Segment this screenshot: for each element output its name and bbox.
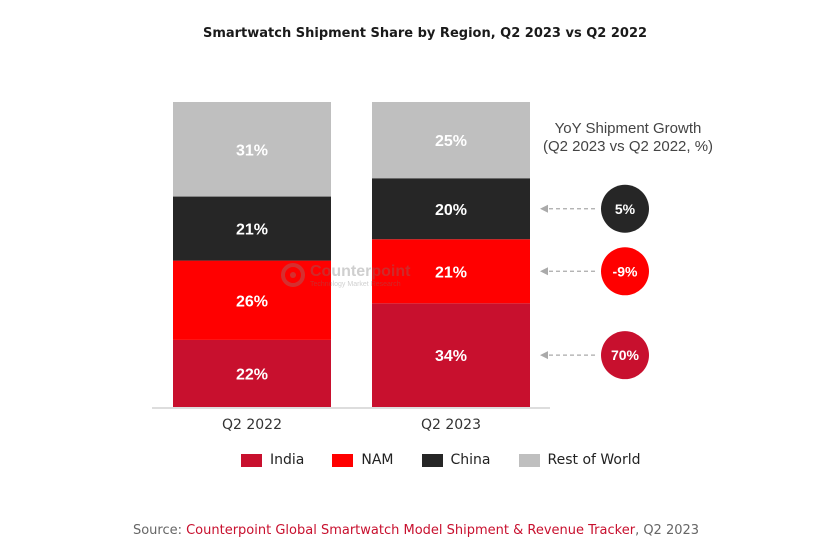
growth-bubble-china xyxy=(601,184,649,233)
data-label-india-q2-2023: 34% xyxy=(435,348,467,365)
source-note: Source: Counterpoint Global Smartwatch M… xyxy=(0,523,832,538)
bar-china-q2-2023 xyxy=(372,178,530,240)
x-tick-label-q2-2022: Q2 2022 xyxy=(222,417,282,433)
legend-swatch-india xyxy=(241,453,262,467)
x-tick-label-q2-2023: Q2 2023 xyxy=(421,417,481,433)
counterpoint-logo-icon xyxy=(281,263,305,287)
growth-title-line2: (Q2 2023 vs Q2 2022, %) xyxy=(542,138,714,155)
data-label-india-q2-2022: 22% xyxy=(236,366,268,383)
watermark-sub: Technology Market Research xyxy=(310,280,401,288)
growth-arrow-head-india xyxy=(540,351,548,360)
legend-item-india: India xyxy=(241,452,304,468)
legend-item-rest-of-world: Rest of World xyxy=(518,452,641,468)
legend-item-nam: NAM xyxy=(332,452,394,468)
legend-swatch-china xyxy=(421,453,443,467)
legend-item-china: China xyxy=(421,452,491,468)
data-label-rest-of-world-q2-2023: 25% xyxy=(435,133,467,150)
legend-swatch-nam xyxy=(332,453,354,467)
bar-rest-of-world-q2-2022 xyxy=(173,102,331,197)
source-link[interactable]: Counterpoint Global Smartwatch Model Shi… xyxy=(186,523,636,538)
source-suffix: , Q2 2023 xyxy=(635,523,700,538)
bar-india-q2-2022 xyxy=(173,339,331,407)
growth-bubble-india xyxy=(601,331,649,380)
growth-arrow-head-nam xyxy=(540,267,548,276)
legend-swatch-rest-of-world xyxy=(518,453,540,467)
legend-label-rest-of-world: Rest of World xyxy=(547,452,641,468)
data-label-nam-q2-2022: 26% xyxy=(236,293,268,310)
data-label-china-q2-2023: 20% xyxy=(435,202,467,219)
data-label-rest-of-world-q2-2022: 31% xyxy=(236,142,268,159)
growth-bubble-nam xyxy=(601,247,649,296)
growth-title: YoY Shipment Growth (Q2 2023 vs Q2 2022,… xyxy=(528,120,728,156)
data-label-china-q2-2022: 21% xyxy=(236,222,268,239)
bar-rest-of-world-q2-2023 xyxy=(372,102,530,179)
legend-label-nam: NAM xyxy=(361,452,394,468)
growth-label-nam: -9% xyxy=(613,263,638,279)
source-prefix: Source: xyxy=(132,523,187,538)
growth-label-india: 70% xyxy=(611,347,640,363)
growth-title-line1: YoY Shipment Growth xyxy=(554,120,702,137)
bar-nam-q2-2022 xyxy=(173,260,331,340)
data-label-nam-q2-2023: 21% xyxy=(435,264,467,281)
watermark: Counterpoint Technology Market Research xyxy=(280,262,410,288)
bar-nam-q2-2023 xyxy=(372,239,530,304)
chart-title: Smartwatch Shipment Share by Region, Q2 … xyxy=(202,26,648,41)
legend-label-india: India xyxy=(270,452,305,468)
legend-label-china: China xyxy=(450,452,491,468)
growth-arrow-head-china xyxy=(540,204,548,213)
bar-china-q2-2022 xyxy=(173,196,331,261)
watermark-name: Counterpoint xyxy=(310,262,411,280)
chart-legend: India NAM China Rest of World xyxy=(241,452,669,468)
growth-label-china: 5% xyxy=(615,201,636,217)
bar-india-q2-2023 xyxy=(372,303,530,407)
